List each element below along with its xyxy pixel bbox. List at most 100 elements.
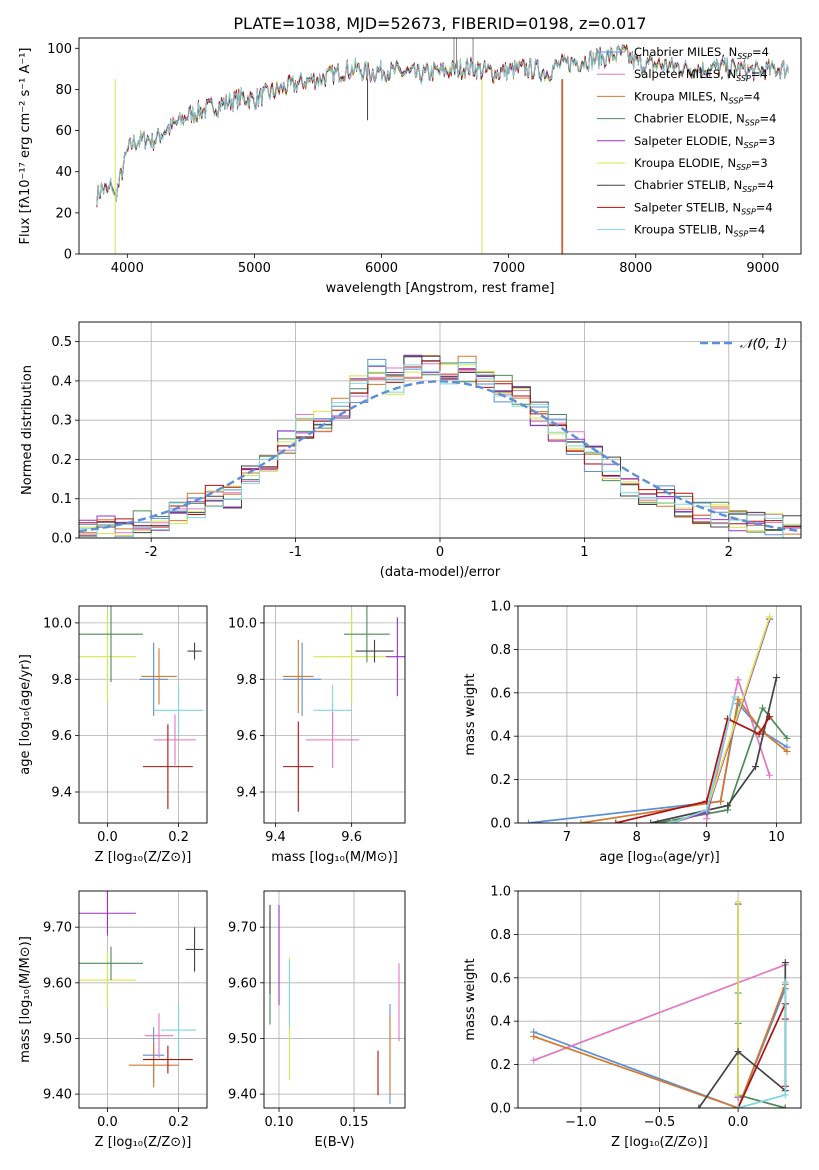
x-tick-label: 0.0 bbox=[97, 830, 118, 845]
y-tick-label: 9.6 bbox=[51, 729, 72, 744]
weight-marker bbox=[577, 819, 585, 823]
y-tick-label: 0.2 bbox=[490, 773, 511, 788]
panel-mass-vs-Z: 0.0 0.2 9.40 9.50 9.60 9.70 Z [log₁₀(Z/Z⊙)] mas… bbox=[18, 890, 208, 1150]
weight-marker bbox=[668, 819, 676, 823]
y-tick-label: 80 bbox=[55, 83, 72, 98]
x-tick-label: 2 bbox=[725, 545, 733, 560]
axes-frame bbox=[78, 605, 208, 824]
y-tick-label: 40 bbox=[55, 165, 72, 180]
plot-area bbox=[524, 613, 791, 823]
errorbar-point bbox=[79, 946, 143, 981]
y-tick-label: 0.4 bbox=[490, 1015, 511, 1030]
x-tick-label: 10 bbox=[768, 830, 785, 845]
plot-area bbox=[79, 354, 801, 538]
y-tick-label: 0.0 bbox=[490, 1102, 511, 1117]
y-tick-label: 9.8 bbox=[236, 673, 257, 688]
y-tick-label: 20 bbox=[55, 206, 72, 221]
panel-residuals: -2 -1 0 1 2 0.0 0.1 0.2 0.3 0.4 0.5 (data-model)/er… bbox=[20, 321, 802, 580]
y-tick-label: 0.2 bbox=[51, 453, 72, 468]
errorbar-point bbox=[305, 711, 360, 769]
legend-label: Salpeter STELIB, NSSP=4 bbox=[634, 200, 773, 216]
weight-marker bbox=[781, 959, 789, 967]
legend-label: Chabrier STELIB, NSSP=4 bbox=[634, 178, 774, 194]
y-axis-label: Flux [fλ10⁻¹⁷ erg cm⁻² s⁻¹ A⁻¹] bbox=[18, 48, 33, 245]
y-tick-label: 9.60 bbox=[228, 976, 257, 991]
panel-weight-vs-Z: −1.0 −0.5 0.0 0.0 0.2 0.4 0.6 0.8 1.0 Z [log₁₀(Z/… bbox=[463, 885, 802, 1150]
y-tick-label: 0.6 bbox=[490, 686, 511, 701]
y-tick-label: 9.4 bbox=[51, 786, 72, 801]
errorbar-point bbox=[141, 648, 177, 705]
axes-frame bbox=[263, 605, 406, 824]
panel-weight-vs-age: 7 8 9 10 0.0 0.2 0.4 0.6 0.8 1.0 age [log₁₀(age/yr… bbox=[463, 600, 802, 865]
axes-frame bbox=[517, 890, 802, 1109]
y-tick-label: 0.1 bbox=[51, 492, 72, 507]
errorbar-point bbox=[139, 642, 168, 716]
weight-marker bbox=[766, 613, 774, 621]
errorbar-point bbox=[128, 1042, 179, 1088]
legend-tail: =4 bbox=[752, 45, 769, 59]
weight-marker bbox=[724, 802, 732, 810]
x-tick-label: 0.0 bbox=[97, 1115, 118, 1130]
errorbar-point bbox=[144, 1013, 174, 1058]
y-tick-label: 0.4 bbox=[51, 374, 72, 389]
weight-marker bbox=[647, 819, 655, 823]
x-tick-label: −0.5 bbox=[644, 1115, 676, 1130]
weight-marker bbox=[734, 1104, 742, 1108]
weight-marker bbox=[755, 730, 763, 738]
weight-marker bbox=[781, 1091, 789, 1099]
x-tick-label: 8000 bbox=[619, 261, 652, 276]
panel-mass-vs-EBV: 0.10 0.15 9.40 9.50 9.60 9.70 E(B-V) bbox=[228, 890, 406, 1150]
errorbar-point bbox=[79, 952, 136, 1008]
legend-tail: =4 bbox=[757, 178, 774, 192]
panels: 4000 5000 6000 7000 8000 9000020406080100wave… bbox=[18, 37, 802, 1150]
weight-marker bbox=[703, 806, 711, 814]
x-tick-label: 7000 bbox=[492, 261, 525, 276]
errorbar-point bbox=[187, 642, 202, 660]
weight-line bbox=[533, 988, 787, 1108]
y-axis-label: Normed distribution bbox=[20, 365, 35, 495]
legend-subscript: SSP bbox=[734, 230, 749, 239]
x-tick-label: 7 bbox=[563, 830, 571, 845]
legend-tail: =3 bbox=[751, 156, 768, 170]
y-tick-label: 0.8 bbox=[490, 643, 511, 658]
y-tick-label: 0 bbox=[64, 248, 72, 263]
errorbar-point bbox=[313, 611, 390, 702]
y-tick-label: 9.40 bbox=[228, 1088, 257, 1103]
x-tick-label: −1.0 bbox=[565, 1115, 597, 1130]
weight-marker bbox=[612, 819, 620, 823]
y-axis-label: age [log₁₀(age/yr)] bbox=[18, 654, 33, 775]
errorbar-point bbox=[143, 1045, 193, 1074]
spectrum-line bbox=[96, 43, 789, 206]
y-axis-label: mass [log₁₀(M/M⊙)] bbox=[18, 936, 33, 1063]
histogram-step bbox=[79, 362, 801, 538]
weight-marker bbox=[731, 693, 739, 701]
weight-marker bbox=[717, 797, 725, 805]
legend-label: Kroupa STELIB, NSSP=4 bbox=[634, 223, 765, 239]
x-tick-label: 5000 bbox=[238, 261, 271, 276]
weight-marker bbox=[695, 1104, 703, 1108]
legend-subscript: SSP bbox=[737, 52, 752, 61]
legend-label: Chabrier ELODIE, NSSP=4 bbox=[634, 112, 776, 128]
legend-label: Salpeter ELODIE, NSSP=3 bbox=[634, 134, 775, 150]
weight-marker bbox=[734, 676, 742, 684]
x-axis-label: Z [log₁₀(Z/Z⊙)] bbox=[95, 850, 192, 865]
weight-line bbox=[533, 964, 786, 1062]
x-tick-label: 6000 bbox=[365, 261, 398, 276]
x-axis-label: mass [log₁₀(M/M⊙)] bbox=[271, 850, 398, 865]
x-tick-label: 9.6 bbox=[341, 830, 362, 845]
errorbar-point bbox=[385, 617, 405, 697]
y-tick-label: 10.0 bbox=[228, 616, 257, 631]
x-tick-label: 9000 bbox=[746, 261, 779, 276]
plot-area bbox=[79, 606, 204, 809]
legend-label: Salpeter MILES, NSSP=4 bbox=[634, 67, 768, 83]
panel-age-vs-Z: 0.0 0.2 9.4 9.6 9.8 10.0 Z [log₁₀(Z/Z⊙)] age [l… bbox=[18, 605, 208, 865]
legend-label: Kroupa ELODIE, NSSP=3 bbox=[634, 156, 768, 172]
y-tick-label: 9.50 bbox=[43, 1032, 72, 1047]
x-tick-label: 0.2 bbox=[168, 830, 189, 845]
y-tick-label: 9.70 bbox=[43, 921, 72, 936]
errorbar-point bbox=[79, 611, 136, 702]
y-tick-label: 60 bbox=[55, 124, 72, 139]
errorbar-point bbox=[185, 927, 204, 972]
plot-area bbox=[283, 606, 405, 812]
